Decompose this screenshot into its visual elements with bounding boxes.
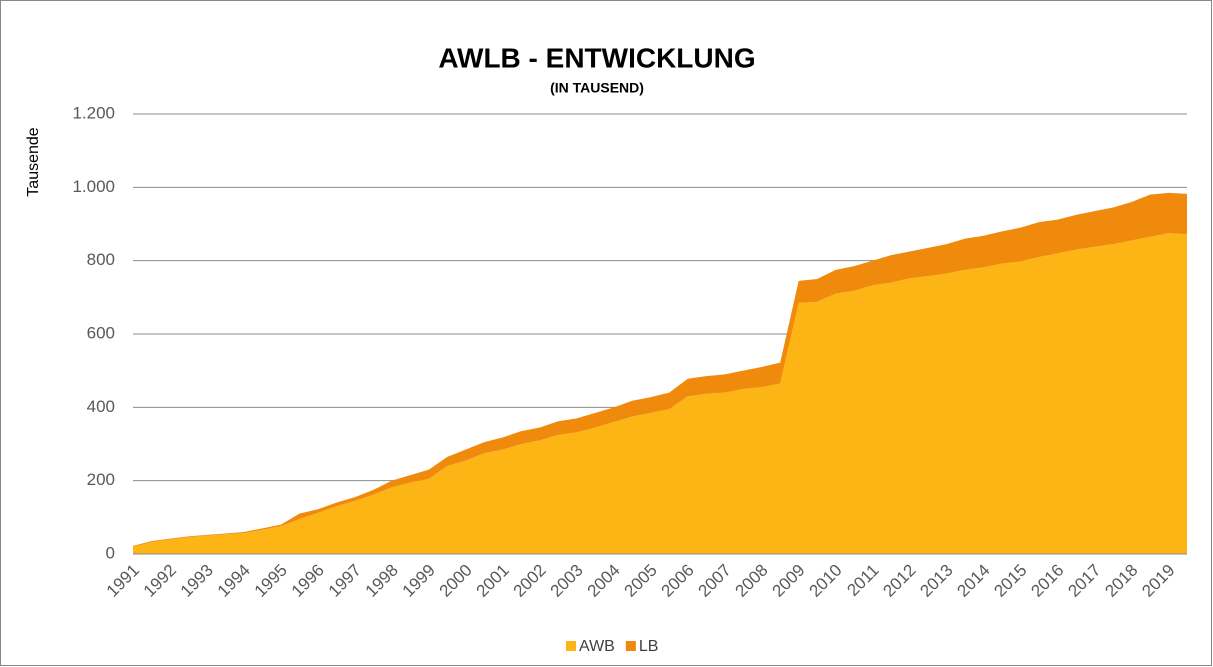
y-tick-label: 1.000 (72, 177, 115, 196)
y-tick-label: 1.200 (72, 103, 115, 122)
y-axis-label: Tausende (25, 127, 42, 196)
chart-title: AWLB - ENTWICKLUNG (438, 42, 755, 73)
y-tick-label: 800 (87, 250, 115, 269)
legend-swatch (625, 641, 636, 651)
y-tick-label: 0 (106, 543, 115, 562)
legend-swatch (566, 641, 576, 651)
legend-label: AWB (579, 638, 615, 655)
chart-subtitle: (IN TAUSEND) (550, 80, 644, 96)
y-tick-label: 400 (87, 397, 115, 416)
area (133, 233, 1187, 554)
legend-label: LB (639, 638, 659, 655)
y-tick-label: 200 (87, 470, 115, 489)
area (133, 192, 1187, 547)
y-tick-label: 600 (87, 323, 115, 342)
